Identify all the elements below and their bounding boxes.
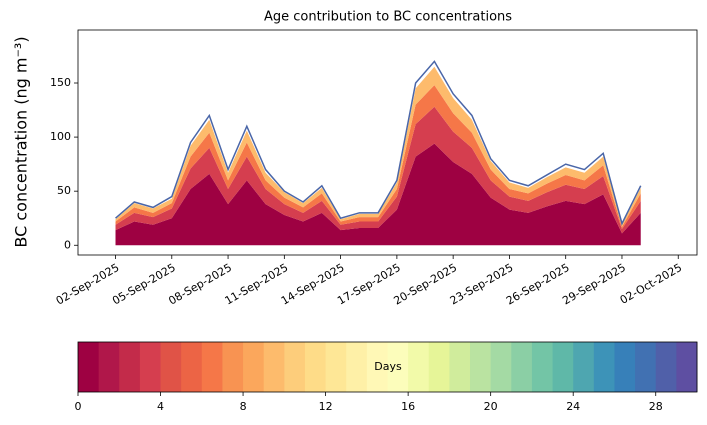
x-tick-label: 20-Sep-2025 — [391, 261, 459, 308]
x-tick-label: 26-Sep-2025 — [504, 261, 572, 308]
x-tick-label: 05-Sep-2025 — [110, 261, 178, 308]
y-tick-label: 100 — [50, 130, 71, 143]
colorbar-swatch — [98, 342, 120, 392]
colorbar-swatch — [655, 342, 677, 392]
colorbar-tick-label: 12 — [319, 400, 333, 413]
colorbar-tick-label: 20 — [484, 400, 498, 413]
total-line — [115, 60, 642, 226]
area-layer — [115, 85, 641, 230]
colorbar-swatch — [160, 342, 182, 392]
colorbar-tick-label: 16 — [401, 400, 415, 413]
colorbar-swatch — [139, 342, 162, 392]
x-tick-label: 29-Sep-2025 — [560, 261, 628, 308]
colorbar-swatch — [78, 342, 100, 392]
x-tick-label: 02-Sep-2025 — [54, 261, 122, 308]
y-tick-label: 0 — [64, 238, 71, 251]
colorbar-swatch — [284, 342, 306, 392]
colorbar-swatch — [531, 342, 554, 392]
colorbar-swatch — [408, 342, 430, 392]
colorbar-swatch — [573, 342, 595, 392]
colorbar-swatch — [181, 342, 203, 392]
colorbar-swatch — [676, 342, 698, 392]
colorbar-swatch — [222, 342, 244, 392]
colorbar-tick-label: 28 — [649, 400, 663, 413]
x-tick-label: 11-Sep-2025 — [223, 261, 291, 308]
x-tick-label: 14-Sep-2025 — [279, 261, 347, 308]
colorbar-swatch — [243, 342, 265, 392]
y-tick-label: 50 — [57, 184, 71, 197]
colorbar-swatch — [201, 342, 223, 392]
area-layer — [115, 106, 641, 234]
x-tick-label: 02-Oct-2025 — [618, 261, 684, 307]
y-tick-label: 150 — [50, 76, 71, 89]
colorbar-tick-label: 8 — [240, 400, 247, 413]
colorbar-swatch — [490, 342, 512, 392]
colorbar-swatch — [387, 342, 409, 392]
colorbar-frame — [77, 341, 698, 393]
plot-frame — [77, 29, 698, 256]
colorbar-tick-label: 24 — [566, 400, 580, 413]
colorbar-swatch — [346, 342, 368, 392]
colorbar-label: Days — [374, 360, 402, 373]
colorbar-swatch — [511, 342, 533, 392]
colorbar-swatch — [635, 342, 657, 392]
y-axis-label: BC concentration (ng m⁻³) — [12, 36, 31, 247]
colorbar-swatch — [119, 342, 141, 392]
area-layer — [115, 66, 641, 227]
colorbar-swatch — [325, 342, 347, 392]
colorbar-tick-label: 4 — [157, 400, 164, 413]
colorbar-swatch — [614, 342, 636, 392]
colorbar-swatch — [552, 342, 574, 392]
x-tick-label: 08-Sep-2025 — [166, 261, 234, 308]
colorbar-swatch — [470, 342, 492, 392]
colorbar-tick-label: 0 — [75, 400, 82, 413]
x-tick-label: 23-Sep-2025 — [448, 261, 516, 308]
colorbar-swatch — [593, 342, 615, 392]
colorbar-swatch — [449, 342, 471, 392]
x-tick-label: 17-Sep-2025 — [335, 261, 403, 308]
area-layer — [115, 143, 641, 246]
chart-title: Age contribution to BC concentrations — [264, 10, 512, 25]
colorbar-swatch — [263, 342, 285, 392]
colorbar-swatch — [428, 342, 450, 392]
colorbar-swatch — [366, 342, 388, 392]
colorbar-swatch — [304, 342, 327, 392]
